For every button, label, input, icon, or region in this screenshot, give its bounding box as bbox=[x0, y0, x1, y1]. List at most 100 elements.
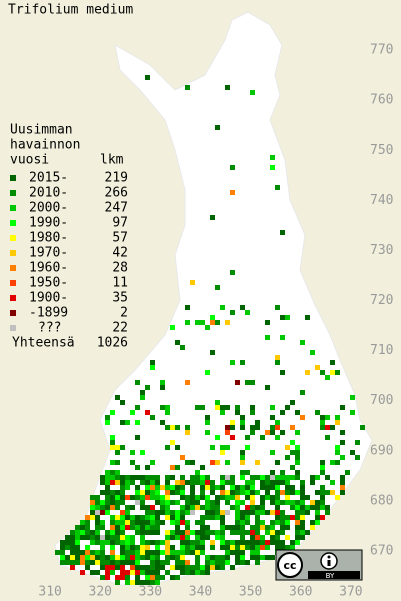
square bbox=[335, 445, 340, 450]
square bbox=[125, 495, 130, 500]
square bbox=[225, 460, 230, 465]
square bbox=[265, 530, 270, 535]
square bbox=[270, 165, 275, 170]
square bbox=[165, 560, 170, 565]
square bbox=[355, 440, 360, 445]
square bbox=[135, 405, 140, 410]
square bbox=[110, 550, 115, 555]
square bbox=[175, 510, 180, 515]
square bbox=[325, 490, 330, 495]
square bbox=[260, 555, 265, 560]
square bbox=[120, 480, 125, 485]
square bbox=[270, 510, 275, 515]
square bbox=[215, 505, 220, 510]
square bbox=[285, 445, 290, 450]
square bbox=[195, 495, 200, 500]
square bbox=[130, 460, 135, 465]
square bbox=[195, 570, 200, 575]
square bbox=[165, 510, 170, 515]
square bbox=[225, 405, 230, 410]
square bbox=[290, 425, 295, 430]
square bbox=[220, 515, 225, 520]
square bbox=[245, 480, 250, 485]
square bbox=[225, 545, 230, 550]
square bbox=[220, 410, 225, 415]
square bbox=[135, 530, 140, 535]
square bbox=[250, 525, 255, 530]
square bbox=[95, 510, 100, 515]
square bbox=[265, 545, 270, 550]
square bbox=[285, 455, 290, 460]
square bbox=[275, 505, 280, 510]
square bbox=[235, 510, 240, 515]
square bbox=[250, 480, 255, 485]
square bbox=[205, 570, 210, 575]
square bbox=[250, 425, 255, 430]
square bbox=[195, 560, 200, 565]
square bbox=[125, 525, 130, 530]
square bbox=[125, 555, 130, 560]
square bbox=[110, 440, 115, 445]
square bbox=[215, 535, 220, 540]
square bbox=[220, 445, 225, 450]
square bbox=[125, 575, 130, 580]
square bbox=[140, 570, 145, 575]
square bbox=[110, 530, 115, 535]
square bbox=[255, 560, 260, 565]
square bbox=[110, 470, 115, 475]
square bbox=[230, 310, 235, 315]
square bbox=[135, 475, 140, 480]
square bbox=[100, 540, 105, 545]
square bbox=[215, 320, 220, 325]
square bbox=[175, 535, 180, 540]
square bbox=[70, 555, 75, 560]
square bbox=[255, 460, 260, 465]
square bbox=[180, 565, 185, 570]
y-tick-label: 690 bbox=[370, 443, 393, 458]
square bbox=[285, 495, 290, 500]
square bbox=[105, 575, 110, 580]
square bbox=[145, 565, 150, 570]
square bbox=[140, 545, 145, 550]
square bbox=[110, 515, 115, 520]
square bbox=[135, 575, 140, 580]
square bbox=[120, 400, 125, 405]
square bbox=[220, 540, 225, 545]
square bbox=[80, 535, 85, 540]
legend-label: 1970- bbox=[29, 246, 68, 261]
square bbox=[175, 525, 180, 530]
square bbox=[280, 370, 285, 375]
square bbox=[115, 500, 120, 505]
square bbox=[135, 420, 140, 425]
square bbox=[75, 555, 80, 560]
square bbox=[200, 520, 205, 525]
square bbox=[155, 490, 160, 495]
square bbox=[230, 480, 235, 485]
square bbox=[190, 480, 195, 485]
square bbox=[340, 430, 345, 435]
square bbox=[150, 565, 155, 570]
square bbox=[235, 490, 240, 495]
by-label: BY bbox=[326, 572, 335, 580]
square bbox=[195, 530, 200, 535]
square bbox=[190, 485, 195, 490]
square bbox=[155, 510, 160, 515]
square bbox=[295, 530, 300, 535]
square bbox=[275, 355, 280, 360]
square bbox=[340, 455, 345, 460]
square bbox=[270, 530, 275, 535]
square bbox=[185, 520, 190, 525]
square bbox=[165, 570, 170, 575]
square bbox=[195, 550, 200, 555]
square bbox=[155, 565, 160, 570]
square bbox=[235, 555, 240, 560]
square bbox=[260, 535, 265, 540]
square bbox=[210, 485, 215, 490]
square bbox=[260, 475, 265, 480]
square bbox=[230, 545, 235, 550]
square bbox=[170, 500, 175, 505]
square bbox=[300, 490, 305, 495]
square bbox=[280, 230, 285, 235]
square bbox=[300, 390, 305, 395]
square bbox=[140, 580, 145, 585]
